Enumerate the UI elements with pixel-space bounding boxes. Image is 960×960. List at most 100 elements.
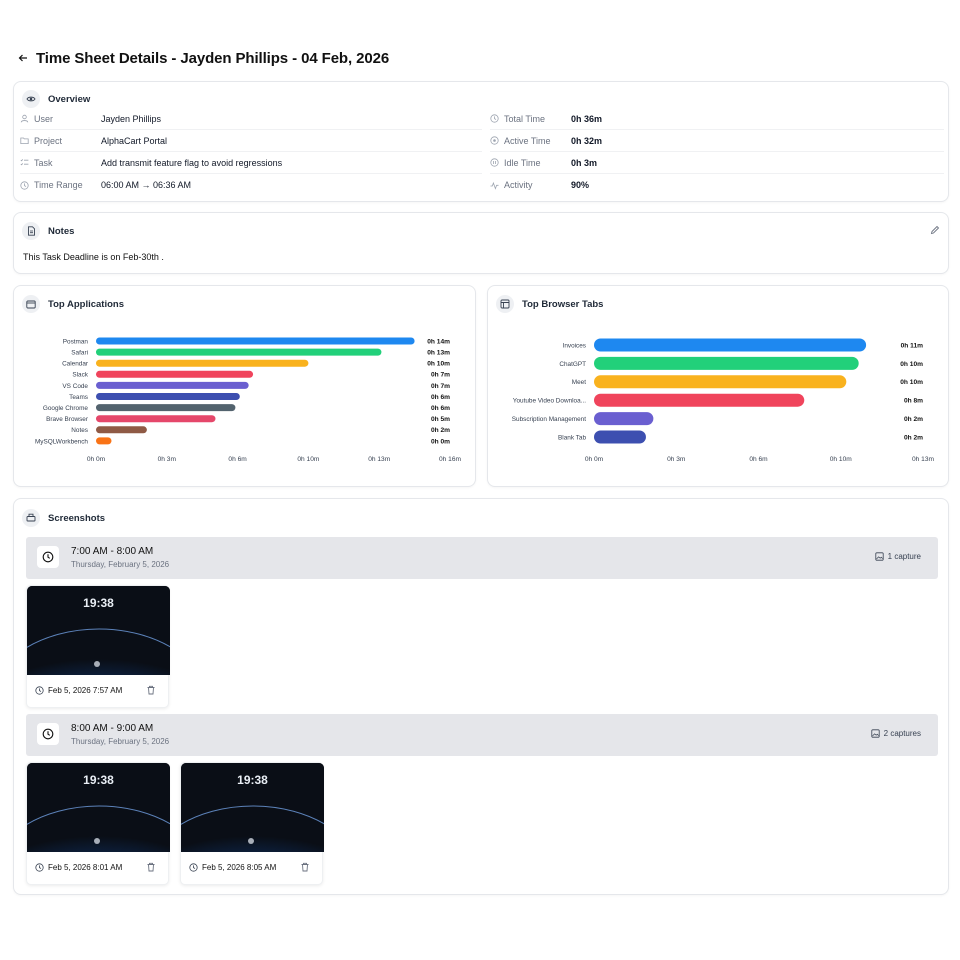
overview-card: Overview User Jayden Phillips Project Al…	[13, 81, 949, 202]
screenshot-thumbnail[interactable]: 19:38	[27, 586, 170, 675]
bar-category-label: Slack	[72, 372, 88, 379]
overview-row-active-time: Active Time 0h 32m	[490, 130, 944, 152]
bar-category-label: Blank Tab	[558, 434, 586, 441]
bar	[96, 370, 254, 378]
clock-icon	[37, 723, 59, 745]
screenshot-card[interactable]: 19:38 Feb 5, 2026 8:01 AM	[26, 762, 170, 885]
x-tick-label: 0h 0m	[87, 456, 106, 463]
bar	[594, 393, 805, 407]
bar-value-label: 0h 8m	[904, 398, 923, 405]
screenshot-footer: Feb 5, 2026 8:05 AM	[189, 863, 276, 872]
bar	[594, 356, 859, 370]
capture-count-label: 1 capture	[887, 552, 921, 561]
bar-value-label: 0h 6m	[431, 394, 450, 401]
bar-value-label: 0h 11m	[901, 342, 923, 349]
screenshot-thumbnail[interactable]: 19:38	[27, 763, 170, 852]
screenshot-footer: Feb 5, 2026 7:57 AM	[35, 686, 122, 695]
overview-row-user: User Jayden Phillips	[20, 108, 482, 130]
image-icon	[875, 552, 884, 561]
x-tick-label: 0h 16m	[439, 456, 462, 463]
screenshot-timestamp: Feb 5, 2026 8:05 AM	[202, 863, 277, 872]
overview-label: Project	[34, 135, 63, 146]
capture-count: 1 capture	[875, 552, 921, 561]
x-tick-label: 0h 13m	[912, 456, 935, 463]
screenshot-card[interactable]: 19:38 Feb 5, 2026 7:57 AM	[26, 585, 170, 708]
task-list-icon	[20, 159, 29, 166]
top-applications-title: Top Applications	[48, 298, 124, 310]
bar-category-label: Notes	[71, 427, 88, 434]
trash-icon[interactable]	[300, 862, 310, 875]
bar-category-label: Safari	[71, 350, 88, 357]
clock-icon	[490, 114, 499, 123]
bar-category-label: Calendar	[62, 361, 89, 368]
clock-icon	[35, 686, 44, 695]
bar	[96, 404, 236, 412]
page-header: Time Sheet Details - Jayden Phillips - 0…	[18, 50, 389, 67]
bar	[594, 375, 847, 389]
trash-icon[interactable]	[146, 862, 156, 875]
thumbnail-clock: 19:38	[83, 773, 114, 787]
x-tick-label: 0h 6m	[228, 456, 247, 463]
activity-icon	[490, 181, 499, 190]
overview-header: Overview	[22, 90, 90, 108]
bar-category-label: Meet	[572, 379, 586, 386]
bar	[96, 348, 382, 356]
screenshots-header: Screenshots	[22, 509, 105, 527]
overview-row-idle-time: Idle Time 0h 3m	[490, 152, 944, 174]
image-icon	[871, 729, 880, 738]
bar	[96, 426, 147, 434]
bar-value-label: 0h 10m	[900, 361, 923, 368]
overview-value: 0h 3m	[571, 157, 598, 168]
x-tick-label: 0h 3m	[158, 456, 177, 463]
bar-value-label: 0h 2m	[904, 416, 923, 423]
bar-value-label: 0h 10m	[900, 379, 923, 386]
pause-icon	[490, 158, 499, 167]
screenshot-thumbnail[interactable]: 19:38	[181, 763, 324, 852]
top-applications-chart: Postman 0h 14m Safari 0h 13m Calendar 0h 10m S…	[35, 337, 462, 463]
overview-label: Total Time	[504, 113, 546, 124]
pencil-icon[interactable]	[930, 225, 940, 238]
screenshot-card[interactable]: 19:38 Feb 5, 2026 8:05 AM	[180, 762, 324, 885]
hour-group-header[interactable]: 7:00 AM - 8:00 AM Thursday, February 5, …	[26, 537, 938, 579]
bar-category-label: Invoices	[563, 342, 586, 349]
capture-count-label: 2 captures	[883, 729, 921, 738]
folder-icon	[20, 137, 29, 144]
hour-group-header[interactable]: 8:00 AM - 9:00 AM Thursday, February 5, …	[26, 714, 938, 756]
bar-category-label: Youtube Video Downloa...	[513, 398, 586, 405]
notes-card: Notes This Task Deadline is on Feb-30th …	[13, 212, 949, 274]
notes-title: Notes	[48, 225, 75, 237]
x-tick-label: 0h 10m	[297, 456, 320, 463]
user-icon	[20, 114, 29, 123]
overview-label: Active Time	[504, 135, 551, 146]
x-tick-label: 0h 6m	[749, 456, 768, 463]
clock-icon	[35, 863, 44, 872]
screenshots-card: Screenshots 7:00 AM - 8:00 AM Thursday, …	[13, 498, 949, 895]
overview-row-task: Task Add transmit feature flag to avoid …	[20, 152, 482, 174]
overview-label: Idle Time	[504, 157, 541, 168]
trash-icon[interactable]	[146, 685, 156, 698]
bar	[96, 337, 415, 345]
clock-icon	[37, 546, 59, 568]
overview-row-project: Project AlphaCart Portal	[20, 130, 482, 152]
x-tick-label: 0h 10m	[830, 456, 853, 463]
bar-value-label: 0h 14m	[427, 338, 450, 345]
bar-value-label: 0h 2m	[904, 434, 923, 441]
bar-category-label: Subscription Management	[512, 416, 586, 423]
bar-category-label: MySQLWorkbench	[35, 438, 88, 445]
page-title: Time Sheet Details - Jayden Phillips - 0…	[36, 50, 390, 67]
bar-value-label: 0h 13m	[427, 350, 450, 357]
overview-label: User	[34, 113, 54, 124]
screenshot-timestamp: Feb 5, 2026 8:01 AM	[48, 863, 123, 872]
overview-row-total-time: Total Time 0h 36m	[490, 108, 944, 130]
arrow-left-icon[interactable]	[18, 51, 28, 66]
top-browser-tabs-chart: Invoices 0h 11m ChatGPT 0h 10m Meet 0h 10m You…	[512, 338, 935, 463]
document-icon	[22, 222, 40, 240]
overview-title: Overview	[48, 93, 91, 105]
window-icon	[22, 295, 40, 313]
bar-category-label: VS Code	[62, 383, 88, 390]
capture-count: 2 captures	[871, 729, 921, 738]
hour-group-time: 8:00 AM - 9:00 AM	[71, 723, 154, 734]
overview-value: AlphaCart Portal	[101, 135, 168, 146]
overview-value: Jayden Phillips	[101, 113, 162, 124]
screenshots-title: Screenshots	[48, 512, 106, 524]
